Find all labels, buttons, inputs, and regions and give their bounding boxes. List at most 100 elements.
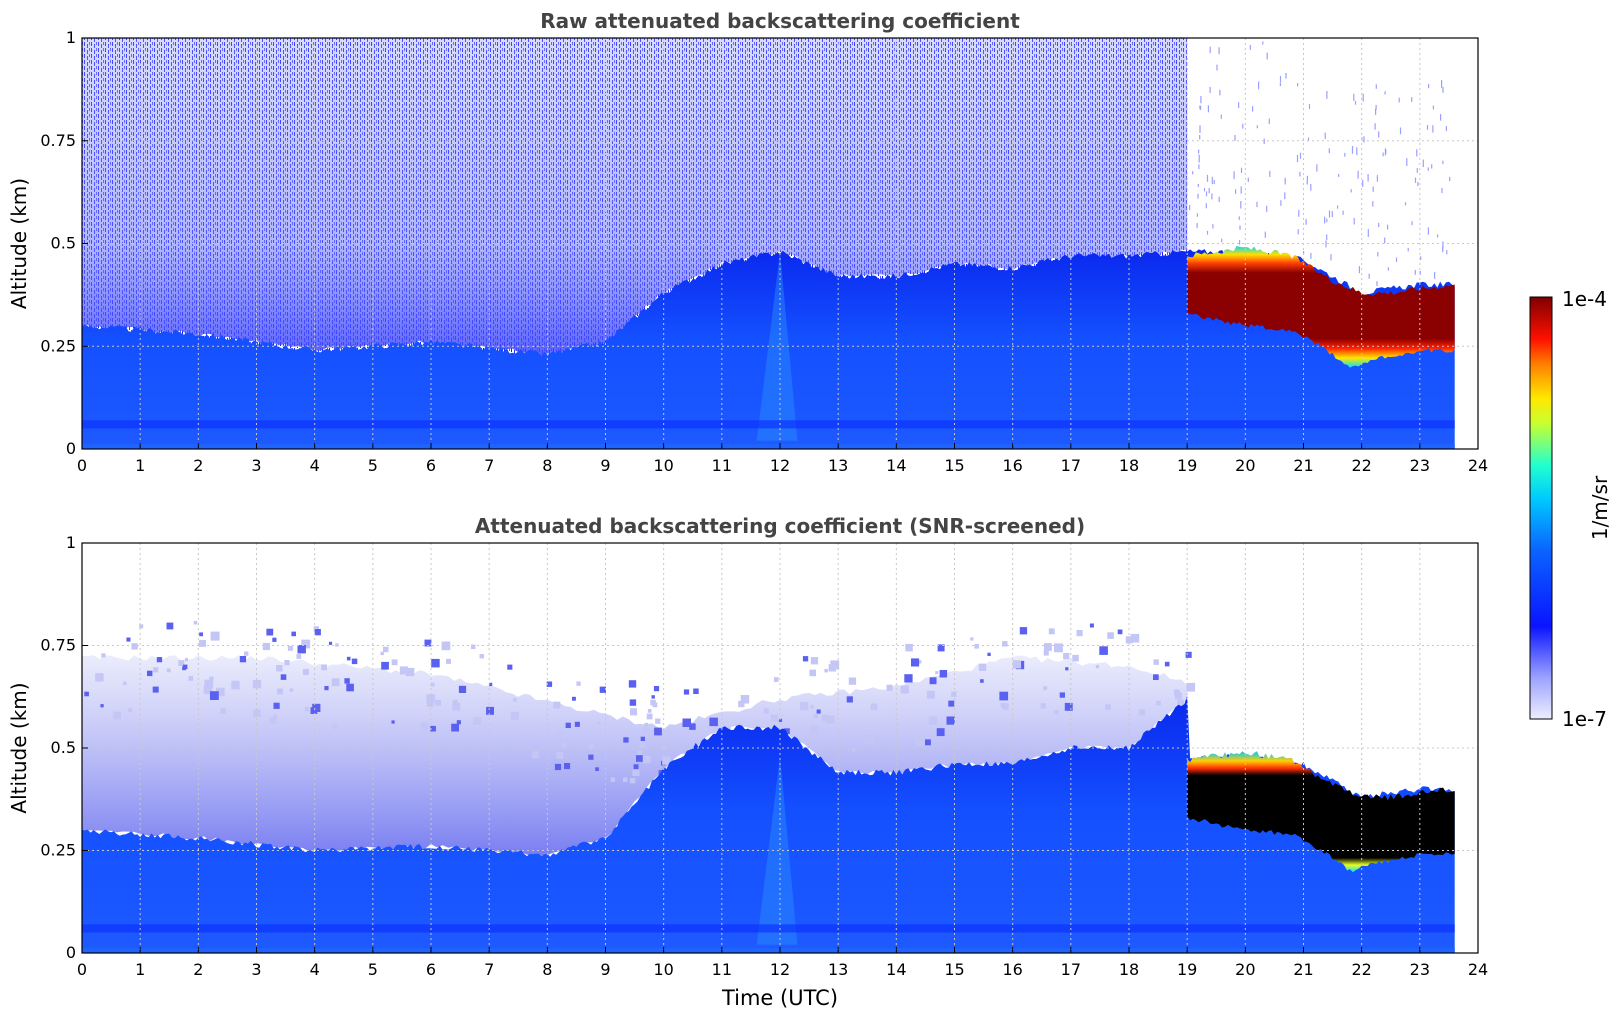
screened-pixel bbox=[929, 677, 937, 685]
panel-2: 0 1 2 3 4 5 6 7 8 9 10 11 12 13 14 15 16 17 18 19 20 21 22 23 24… bbox=[7, 514, 1488, 1010]
screened-pixel bbox=[926, 690, 935, 699]
screened-pixel bbox=[203, 685, 212, 695]
screened-pixel bbox=[128, 708, 133, 713]
noise-speck bbox=[1330, 254, 1332, 261]
screened-pixel bbox=[1043, 643, 1052, 651]
x-tick-label: 15 bbox=[944, 456, 964, 475]
noise-speck bbox=[1247, 177, 1249, 182]
screened-pixel bbox=[980, 679, 984, 683]
screened-pixel bbox=[272, 637, 277, 642]
screened-pixel bbox=[810, 725, 819, 734]
noise-speck bbox=[1242, 123, 1244, 129]
screened-pixel bbox=[1054, 710, 1059, 715]
noise-speck bbox=[1200, 95, 1202, 104]
screened-pixel bbox=[852, 748, 856, 752]
x-tick-label: 7 bbox=[484, 456, 494, 475]
noise-speck bbox=[1299, 171, 1301, 177]
noise-speck bbox=[1303, 251, 1305, 255]
screened-pixel bbox=[199, 639, 206, 647]
noise-speck bbox=[1256, 125, 1258, 129]
screened-pixel bbox=[335, 643, 339, 647]
screened-pixel bbox=[314, 629, 321, 636]
screened-pixel bbox=[1002, 703, 1009, 710]
screened-pixel bbox=[565, 722, 571, 728]
colorbar-gradient bbox=[1529, 296, 1553, 720]
screened-pixel bbox=[456, 720, 461, 725]
noise-speck bbox=[1384, 237, 1386, 244]
screened-pixel bbox=[778, 718, 783, 722]
noise-speck bbox=[1372, 201, 1374, 207]
x-tick-label: 24 bbox=[1468, 960, 1488, 979]
noise-speck bbox=[1376, 175, 1378, 182]
screened-pixel bbox=[276, 665, 283, 672]
screened-pixel bbox=[632, 768, 640, 776]
screened-pixel bbox=[95, 673, 104, 682]
screened-pixel bbox=[773, 677, 779, 682]
screened-pixel bbox=[865, 734, 875, 744]
noise-speck bbox=[1209, 86, 1211, 93]
noise-speck bbox=[1316, 164, 1318, 172]
screened-pixel bbox=[156, 657, 163, 663]
colorbar-max-label: 1e-4 bbox=[1562, 287, 1607, 311]
screened-pixel bbox=[643, 727, 650, 734]
noise-speck bbox=[1378, 131, 1380, 138]
screened-pixel bbox=[999, 691, 1009, 701]
x-tick-label: 16 bbox=[1002, 960, 1022, 979]
noise-speck bbox=[1205, 191, 1208, 197]
screened-pixel bbox=[210, 691, 219, 700]
noise-speck bbox=[1200, 105, 1202, 110]
x-tick-label: 3 bbox=[251, 960, 261, 979]
screened-pixel bbox=[738, 700, 745, 708]
noise-speck bbox=[1404, 202, 1407, 206]
noise-speck bbox=[1338, 173, 1340, 177]
x-tick-label: 0 bbox=[77, 456, 87, 475]
screened-pixel bbox=[297, 645, 306, 654]
noise-speck bbox=[1375, 108, 1377, 115]
x-tick-label: 4 bbox=[310, 960, 320, 979]
noise-speck bbox=[1419, 270, 1421, 275]
colorbar-unit-label: 1/m/sr bbox=[1588, 475, 1612, 540]
screened-pixel bbox=[886, 684, 893, 691]
x-tick-label: 2 bbox=[193, 960, 203, 979]
screened-pixel bbox=[610, 777, 616, 782]
screened-pixel bbox=[441, 641, 451, 651]
noise-speck bbox=[1328, 148, 1330, 154]
ground-band bbox=[82, 948, 1455, 953]
cloud-layer bbox=[1187, 246, 1455, 368]
screened-pixel bbox=[1130, 633, 1140, 643]
screened-pixel bbox=[471, 644, 476, 649]
screened-pixel bbox=[974, 643, 979, 649]
screened-pixel bbox=[399, 666, 408, 675]
noise-speck bbox=[1362, 180, 1364, 187]
noise-speck bbox=[1199, 125, 1201, 133]
noise-speck bbox=[1268, 118, 1270, 125]
x-tick-label: 17 bbox=[1061, 960, 1081, 979]
noise-speck bbox=[1368, 273, 1370, 279]
x-tick-label: 11 bbox=[712, 456, 732, 475]
screened-pixel bbox=[904, 674, 913, 683]
screened-pixel bbox=[644, 722, 649, 727]
x-tick-label: 16 bbox=[1002, 456, 1022, 475]
screened-pixel bbox=[654, 727, 662, 736]
screened-pixel bbox=[554, 763, 562, 771]
noise-speck bbox=[1331, 211, 1333, 218]
x-tick-label: 9 bbox=[600, 456, 610, 475]
noise-speck bbox=[1198, 154, 1200, 163]
noise-speck bbox=[1378, 222, 1380, 228]
screened-pixel bbox=[231, 681, 240, 690]
noise-speck bbox=[1427, 167, 1429, 171]
screened-pixel bbox=[763, 708, 769, 714]
screened-pixel bbox=[391, 659, 398, 666]
x-tick-label: 19 bbox=[1177, 960, 1197, 979]
screened-pixel bbox=[810, 657, 819, 665]
screened-pixel bbox=[100, 704, 104, 708]
screened-pixel bbox=[1059, 692, 1065, 698]
noise-speck bbox=[1351, 146, 1354, 154]
screened-pixel bbox=[655, 718, 661, 724]
noise-speck bbox=[1387, 267, 1389, 271]
screened-pixel bbox=[1174, 692, 1182, 700]
noise-speck bbox=[1328, 210, 1331, 218]
x-tick-label: 10 bbox=[653, 456, 673, 475]
screened-pixel bbox=[629, 699, 637, 706]
screened-pixel bbox=[1185, 651, 1192, 658]
